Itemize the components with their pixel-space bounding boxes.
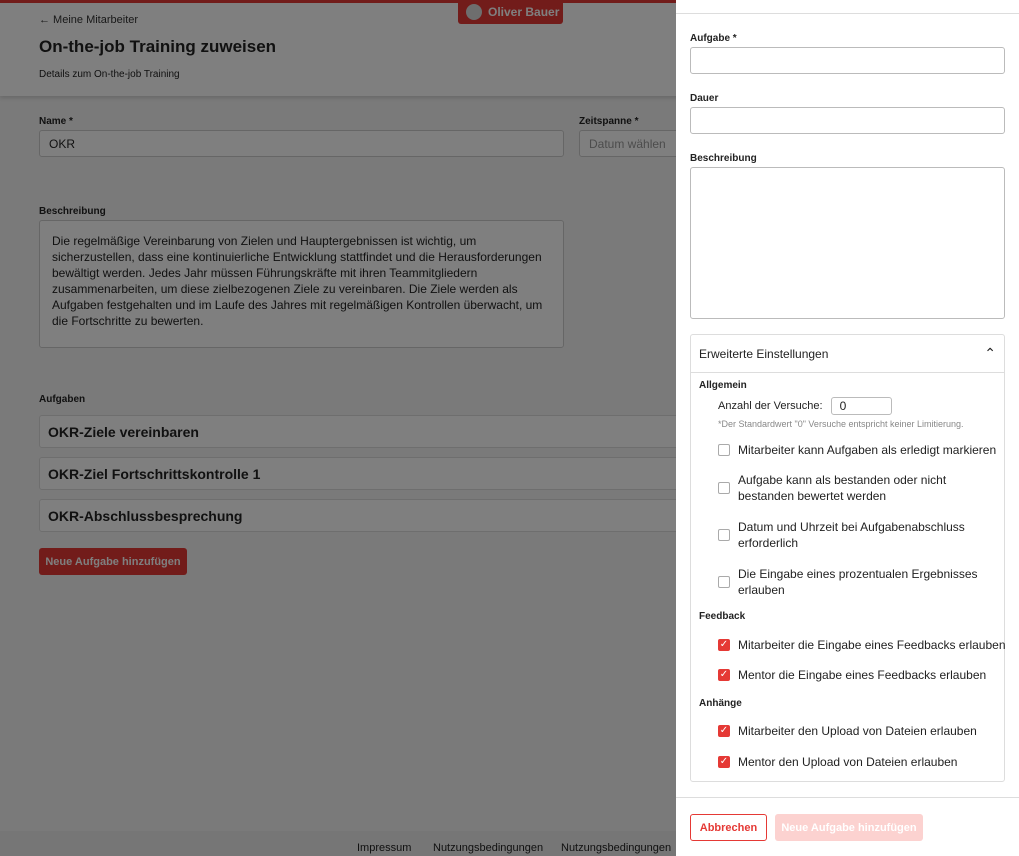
advanced-settings-title: Erweiterte Einstellungen xyxy=(699,346,829,361)
checkbox-checked[interactable]: ✓ xyxy=(718,669,730,681)
option-mentor-upload[interactable]: ✓ Mentor den Upload von Dateien erlauben xyxy=(718,754,1008,770)
option-employee-upload[interactable]: ✓ Mitarbeiter den Upload von Dateien erla… xyxy=(718,723,1008,739)
option-mark-done[interactable]: Mitarbeiter kann Aufgaben als erledigt m… xyxy=(718,442,1008,458)
option-label: Die Eingabe eines prozentualen Ergebniss… xyxy=(738,567,978,597)
checkbox-checked[interactable]: ✓ xyxy=(718,725,730,737)
attempts-hint: *Der Standardwert "0" Versuche entsprich… xyxy=(718,419,964,429)
task-label: Aufgabe * xyxy=(690,33,737,44)
advanced-settings-toggle[interactable]: Erweiterte Einstellungen ⌃ xyxy=(691,335,1004,373)
option-datetime-required[interactable]: Datum und Uhrzeit bei Aufgabenabschluss … xyxy=(718,519,978,551)
option-label: Datum und Uhrzeit bei Aufgabenabschluss … xyxy=(738,520,965,550)
advanced-settings: Erweiterte Einstellungen ⌃ Allgemein Anza… xyxy=(690,334,1008,782)
option-label: Mentor den Upload von Dateien erlauben xyxy=(738,755,958,769)
checkbox[interactable] xyxy=(718,482,730,494)
option-label: Mitarbeiter den Upload von Dateien erlau… xyxy=(738,724,977,738)
option-label: Mitarbeiter die Eingabe eines Feedbacks … xyxy=(738,638,1006,652)
divider xyxy=(676,797,1019,798)
add-task-panel: Aufgabe * Dauer Beschreibung Erweiterte … xyxy=(676,0,1019,856)
checkbox-checked[interactable]: ✓ xyxy=(718,756,730,768)
option-percent-result[interactable]: Die Eingabe eines prozentualen Ergebniss… xyxy=(718,566,978,598)
submit-task-button[interactable]: Neue Aufgabe hinzufügen xyxy=(775,814,923,841)
option-label: Mentor die Eingabe eines Feedbacks erlau… xyxy=(738,668,987,682)
duration-label: Dauer xyxy=(690,93,719,104)
attempts-label: Anzahl der Versuche: xyxy=(718,400,823,412)
checkbox-checked[interactable]: ✓ xyxy=(718,639,730,651)
checkbox[interactable] xyxy=(718,444,730,456)
attachments-heading: Anhänge xyxy=(699,698,742,709)
option-label: Aufgabe kann als bestanden oder nicht be… xyxy=(738,473,947,503)
chevron-up-icon: ⌃ xyxy=(984,345,996,361)
option-label: Mitarbeiter kann Aufgaben als erledigt m… xyxy=(738,443,997,457)
checkbox[interactable] xyxy=(718,576,730,588)
option-pass-fail[interactable]: Aufgabe kann als bestanden oder nicht be… xyxy=(718,472,978,504)
duration-input[interactable] xyxy=(690,107,1005,134)
option-mentor-feedback[interactable]: ✓ Mentor die Eingabe eines Feedbacks erla… xyxy=(718,667,1008,683)
panel-description-textarea[interactable] xyxy=(690,167,1005,319)
feedback-heading: Feedback xyxy=(699,611,746,622)
panel-description-label: Beschreibung xyxy=(690,153,757,164)
attempts-input[interactable]: 0 xyxy=(830,397,892,415)
general-heading: Allgemein xyxy=(699,380,747,391)
task-input[interactable] xyxy=(690,47,1005,74)
cancel-button[interactable]: Abbrechen xyxy=(690,814,767,841)
checkbox[interactable] xyxy=(718,529,730,541)
option-employee-feedback[interactable]: ✓ Mitarbeiter die Eingabe eines Feedbacks… xyxy=(718,637,1008,653)
divider xyxy=(676,13,1019,14)
